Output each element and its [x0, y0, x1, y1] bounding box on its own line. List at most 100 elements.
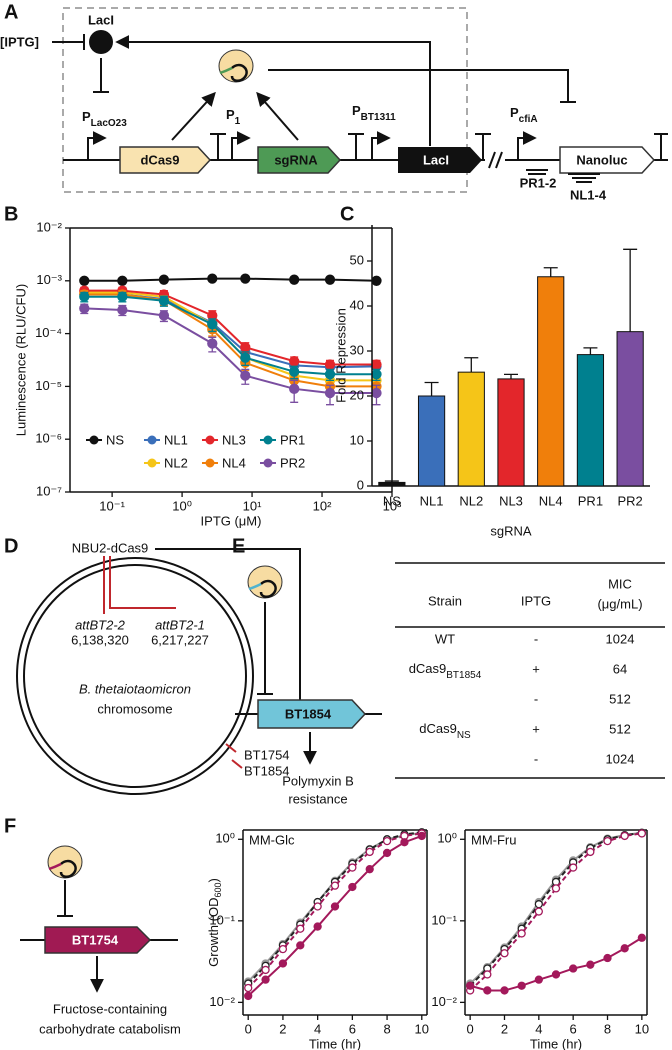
chart-title: MM-Glc: [249, 832, 295, 847]
y-tick-label: 10⁰: [437, 831, 457, 846]
series-line: [247, 832, 422, 989]
chart-title: MM-Fru: [471, 832, 517, 847]
gene-label: BT1754: [244, 747, 290, 762]
assembly-arrow: [171, 91, 216, 141]
series-line: [247, 831, 422, 985]
data-point: [324, 369, 336, 380]
y-axis-label: Fold Repression: [333, 308, 348, 403]
x-tick-label: 0: [467, 1021, 474, 1036]
table-cell: 512: [609, 691, 631, 706]
series-line: [247, 834, 423, 997]
repression-line: [57, 880, 73, 917]
bar: [497, 378, 525, 487]
repression-line: [268, 69, 576, 103]
x-tick-label: NL1: [420, 493, 444, 508]
data-point: [324, 387, 336, 399]
y-tick-label: 10⁻⁴: [35, 325, 62, 340]
legend-marker: [205, 435, 215, 445]
legend-label: NL4: [222, 455, 246, 470]
promoter-label: PcfiA: [510, 105, 538, 124]
column-header: MIC: [608, 576, 632, 591]
data-point: [371, 359, 382, 370]
bar: [576, 354, 605, 487]
expression-arrow: [115, 35, 431, 146]
x-axis-label: Time (hr): [530, 1036, 582, 1050]
data-point: [400, 838, 409, 847]
data-point: [117, 291, 128, 302]
bar: [417, 395, 446, 487]
error-bar: [464, 357, 479, 373]
data-point: [261, 975, 270, 984]
sgrna-tail: [219, 66, 233, 75]
dcas9-icon: [218, 49, 254, 83]
x-tick-label: 2: [279, 1021, 286, 1036]
x-tick-label: 4: [314, 1021, 321, 1036]
assembly-arrow: [256, 91, 299, 141]
data-point: [289, 383, 300, 394]
data-point: [365, 865, 374, 874]
gene: [119, 146, 212, 174]
data-point: [417, 831, 426, 841]
dna-break: [495, 151, 503, 169]
legend-label: NS: [106, 432, 124, 447]
x-tick-label: 2: [501, 1021, 508, 1036]
data-point: [534, 900, 543, 909]
error-bar: [424, 381, 439, 396]
table-cell: +: [532, 721, 540, 736]
x-tick-label: NL3: [499, 493, 523, 508]
bar: [457, 371, 485, 487]
data-point: [382, 836, 392, 846]
sgrna: [230, 63, 248, 82]
x-tick-label: 10¹: [243, 498, 262, 513]
sgrna: [59, 859, 77, 878]
data-point: [79, 275, 90, 286]
data-point: [500, 986, 509, 995]
bar: [616, 331, 644, 487]
data-point: [289, 366, 300, 377]
error-bar: [384, 480, 399, 483]
error-bar: [583, 347, 598, 355]
label-end: ): [206, 878, 221, 882]
gene-label: sgRNA: [274, 152, 318, 167]
data-point: [483, 970, 492, 979]
y-tick-label: 10⁻²: [431, 994, 457, 1009]
data-point: [586, 960, 595, 969]
legend-label: PR2: [280, 455, 305, 470]
dna-break: [488, 151, 496, 169]
legend-marker: [205, 458, 215, 468]
phenotype: Polymyxin B: [282, 773, 354, 788]
data-point: [569, 964, 578, 973]
table-cell: dCas9BT1854: [409, 661, 482, 680]
data-point: [517, 981, 526, 990]
data-point: [158, 274, 170, 285]
gene-label: dCas9: [140, 152, 179, 167]
site-name: attBT2-2: [75, 617, 126, 632]
target-site: [526, 169, 548, 175]
data-point: [569, 863, 578, 872]
column-header: IPTG: [521, 593, 551, 608]
cell-sub: NS: [457, 730, 471, 741]
table-cell: 512: [609, 721, 631, 736]
legend-marker: [147, 435, 157, 445]
data-point: [296, 924, 305, 933]
table-cell: 1024: [606, 631, 635, 646]
y-tick-label: 10⁰: [215, 831, 235, 846]
organism: B. thetaiotaomicron: [79, 681, 191, 696]
gene-label: BT1754: [72, 932, 119, 947]
y-tick-label: 20: [350, 387, 364, 402]
y-tick-label: 40: [350, 297, 364, 312]
promoter-label: P1: [226, 107, 241, 126]
y-tick-label: 10⁻²: [36, 219, 62, 234]
data-point: [278, 959, 288, 968]
gene: [257, 699, 367, 729]
data-point: [289, 356, 300, 367]
phenotype: resistance: [288, 791, 347, 806]
table-cell: -: [534, 631, 538, 646]
data-point: [240, 352, 251, 363]
promoter: [517, 131, 537, 160]
dashed-box: [62, 7, 468, 193]
y-tick-label: 50: [350, 252, 364, 267]
promoter-label: PBT1311: [352, 103, 396, 122]
data-point: [500, 949, 509, 958]
data-point: [324, 274, 336, 285]
